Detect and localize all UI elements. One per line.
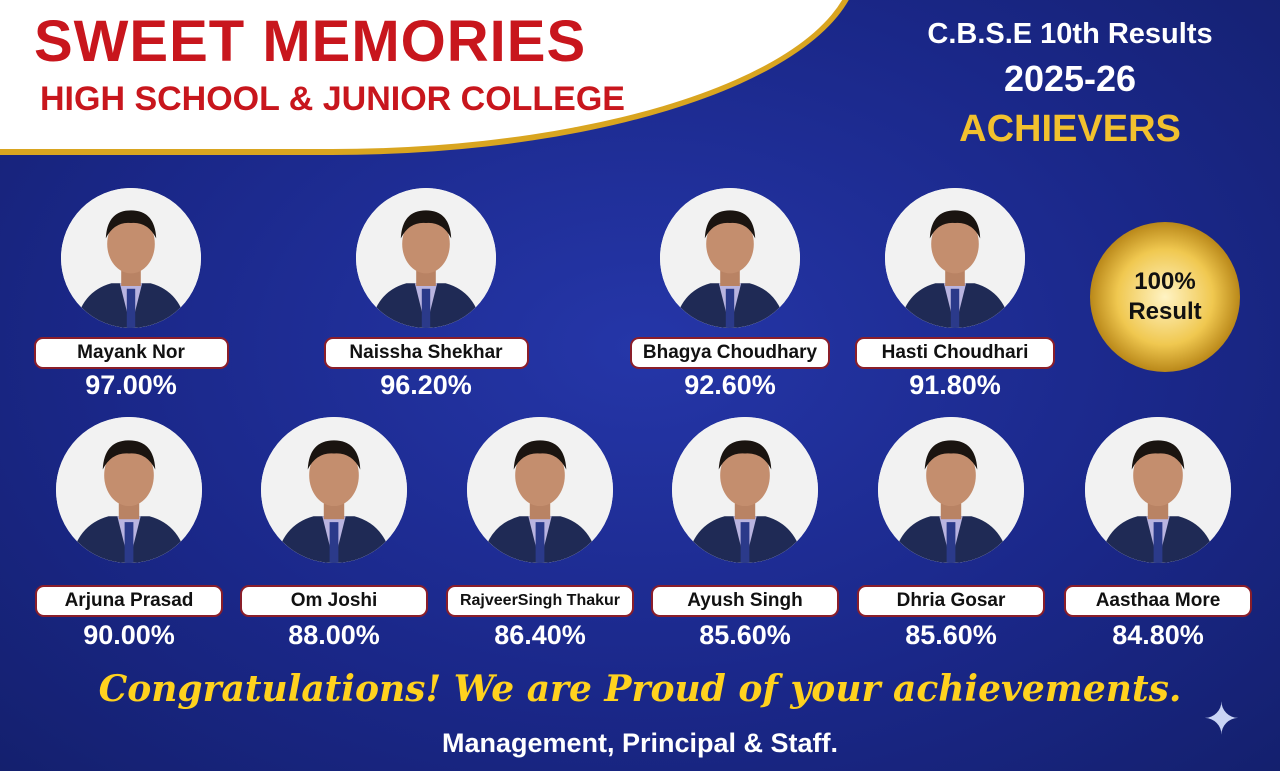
student-photo — [878, 417, 1024, 563]
school-subtitle: HIGH SCHOOL & JUNIOR COLLEGE — [40, 80, 625, 118]
footer-signature: Management, Principal & Staff. — [441, 728, 839, 758]
result-badge: 100% Result — [1090, 222, 1240, 372]
student-photo — [885, 188, 1025, 328]
student-photo — [56, 417, 202, 563]
congratulations-message: Congratulations! We are Proud of your ac… — [98, 668, 1182, 710]
student-name: Arjuna Prasad — [35, 585, 223, 617]
student-score: 84.80% — [1112, 620, 1204, 650]
student-score: 86.40% — [494, 620, 586, 650]
achievers-label: ACHIEVERS — [959, 108, 1181, 150]
student-photo — [672, 417, 818, 563]
student-score: 88.00% — [288, 620, 380, 650]
student-name: Ayush Singh — [651, 585, 839, 617]
student-photo — [1085, 417, 1231, 563]
student-score: 85.60% — [905, 620, 997, 650]
student-score: 97.00% — [85, 370, 177, 400]
exam-title: C.B.S.E 10th Results — [927, 18, 1213, 50]
student-name: Om Joshi — [240, 585, 428, 617]
student-photo — [61, 188, 201, 328]
student-name: Naissha Shekhar — [323, 337, 529, 369]
student-score: 85.60% — [699, 620, 791, 650]
student-name: Aasthaa More — [1064, 585, 1252, 617]
student-name: RajveerSingh Thakur — [446, 585, 634, 617]
badge-line1: 100% — [1134, 268, 1196, 295]
student-name: Hasti Choudhari — [855, 337, 1055, 369]
student-score: 91.80% — [909, 370, 1001, 400]
badge-line2: Result — [1128, 298, 1202, 325]
student-score: 92.60% — [684, 370, 776, 400]
student-photo — [660, 188, 800, 328]
student-score: 90.00% — [83, 620, 175, 650]
sparkle-icon: ✦ — [1203, 695, 1240, 744]
student-name: Mayank Nor — [33, 337, 229, 369]
student-name: Dhria Gosar — [857, 585, 1045, 617]
student-score: 96.20% — [380, 370, 472, 400]
student-photo — [356, 188, 496, 328]
student-photo — [467, 417, 613, 563]
student-name: Bhagya Choudhary — [630, 337, 830, 369]
student-photo — [261, 417, 407, 563]
year: 2025-26 — [1003, 58, 1137, 99]
school-name: SWEET MEMORIES — [34, 9, 587, 74]
